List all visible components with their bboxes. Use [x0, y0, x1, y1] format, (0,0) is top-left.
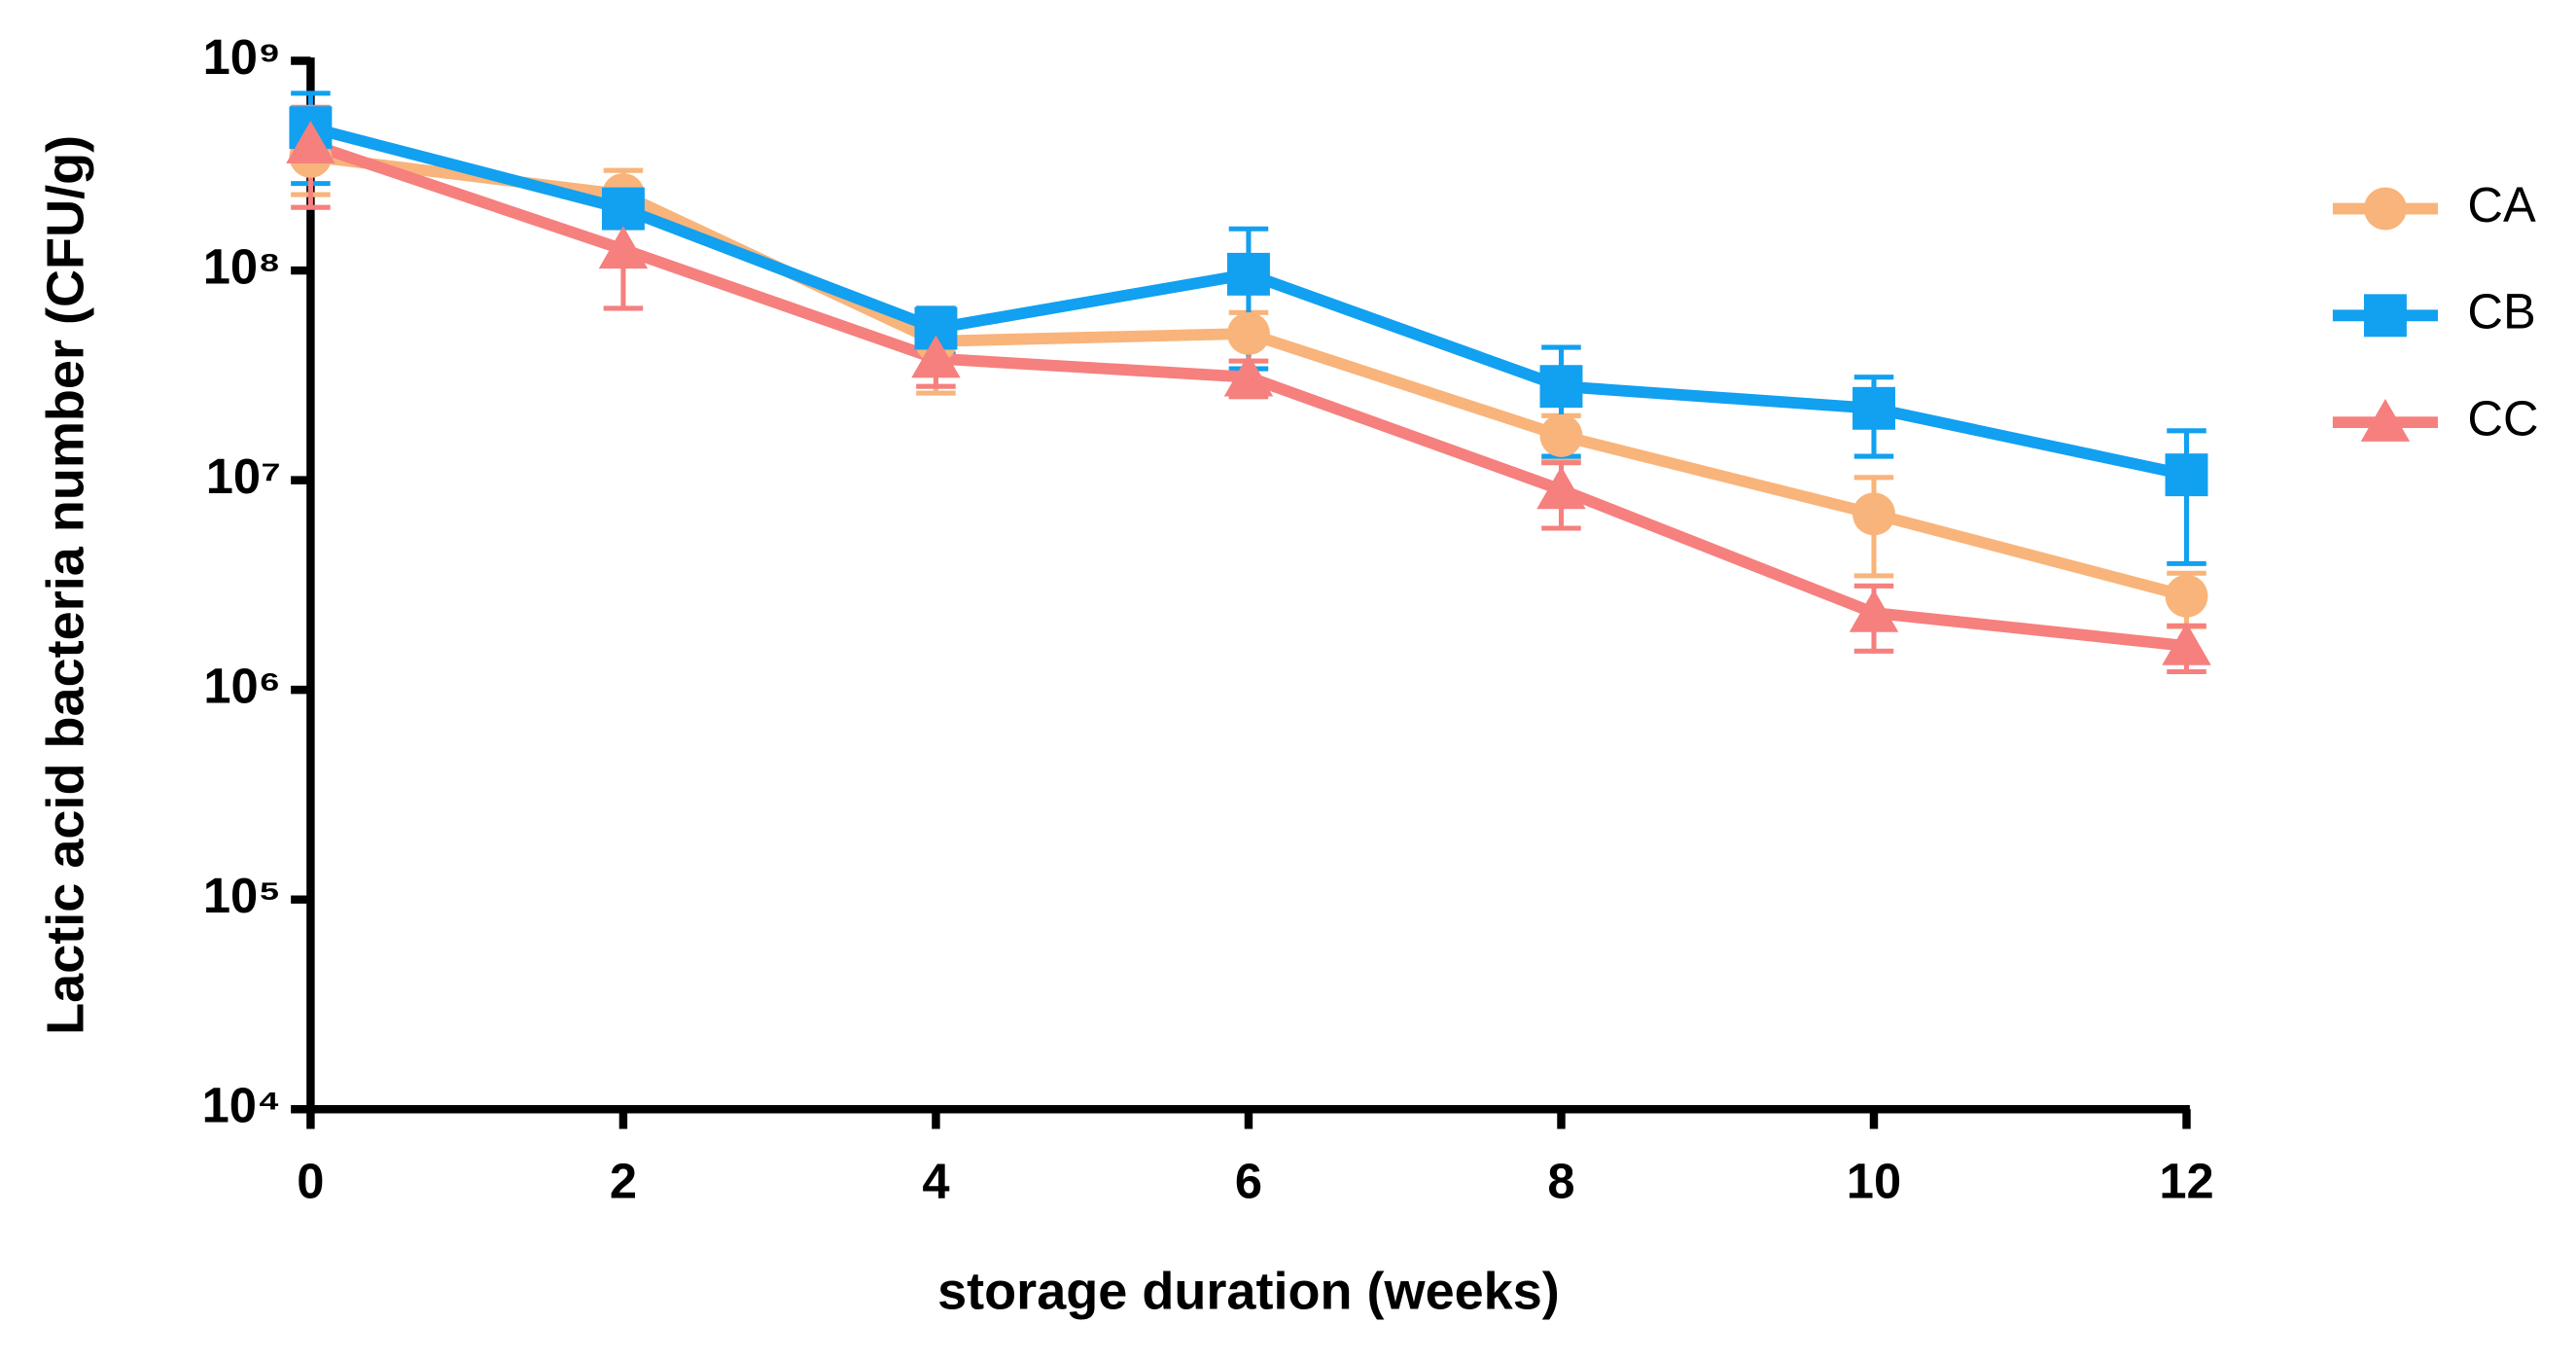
data-point: [286, 121, 335, 164]
data-point: [2162, 622, 2211, 665]
x-tick-label: 4: [922, 1153, 949, 1208]
data-point: [2165, 453, 2208, 497]
data-point: [1536, 466, 1586, 510]
y-tick-label: 10⁴: [202, 1078, 281, 1133]
data-point: [598, 226, 649, 269]
x-tick-label: 0: [297, 1153, 324, 1208]
x-tick-label: 6: [1235, 1153, 1262, 1208]
error-bar: [2167, 428, 2206, 566]
data-point: [1539, 365, 1583, 409]
y-tick-label: 10⁷: [206, 448, 281, 504]
data-point: [1226, 311, 1270, 355]
y-tick-label: 10⁶: [203, 659, 281, 714]
x-tick-label: 10: [1847, 1153, 1901, 1208]
data-point: [1226, 252, 1270, 296]
x-axis-label: storage duration (weeks): [937, 1262, 1560, 1320]
data-point: [1223, 353, 1274, 397]
x-tick-label: 8: [1547, 1153, 1574, 1208]
legend-marker: [2363, 294, 2407, 338]
x-tick-label: 2: [610, 1153, 637, 1208]
legend-label: CB: [2467, 284, 2535, 340]
data-point: [1853, 386, 1895, 430]
legend-marker: [2360, 398, 2411, 442]
y-axis-label: Lactic acid bacteria number (CFU/g): [36, 135, 94, 1035]
y-tick-label: 10⁵: [203, 868, 281, 923]
legend-label: CA: [2467, 177, 2536, 232]
data-point: [911, 335, 961, 378]
x-tick-label: 12: [2159, 1153, 2213, 1208]
y-tick-label: 10⁸: [203, 238, 281, 294]
data-point: [1853, 492, 1895, 536]
legend-marker: [2363, 187, 2407, 231]
legend-label: CC: [2467, 391, 2538, 447]
data-point: [2165, 574, 2208, 618]
data-point: [601, 187, 645, 231]
data-point: [1539, 413, 1583, 457]
data-point: [1849, 589, 1899, 632]
y-tick-label: 10⁹: [203, 29, 281, 85]
